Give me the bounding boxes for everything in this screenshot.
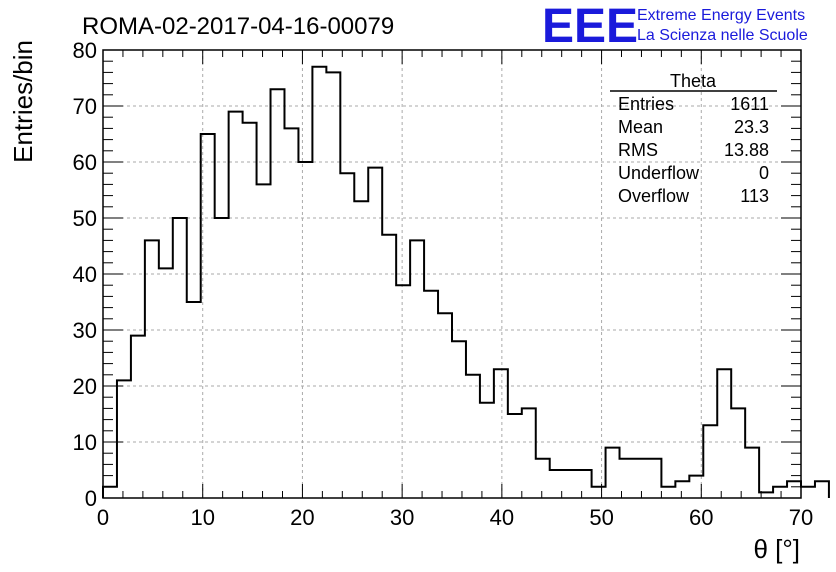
y-tick-label: 60 bbox=[73, 150, 97, 175]
histogram-bin bbox=[103, 487, 117, 498]
stats-row-value: 0 bbox=[759, 163, 769, 183]
histogram-bin bbox=[271, 89, 285, 498]
eee-logo: EEE Extreme Energy Events La Scienza nel… bbox=[542, 0, 808, 53]
x-tick-label: 0 bbox=[97, 505, 109, 530]
histogram-bin bbox=[257, 184, 271, 498]
histogram-bin bbox=[117, 380, 131, 498]
histogram-bin bbox=[592, 487, 606, 498]
histogram-bin bbox=[745, 448, 759, 498]
histogram-bin bbox=[731, 408, 745, 498]
histogram-bin bbox=[801, 487, 815, 498]
histogram-bin bbox=[787, 481, 801, 498]
x-tick-label: 30 bbox=[390, 505, 414, 530]
stats-row-label: RMS bbox=[618, 140, 658, 160]
histogram-bin bbox=[536, 459, 550, 498]
y-tick-label: 80 bbox=[73, 38, 97, 63]
histogram-bin bbox=[368, 168, 382, 498]
chart-title: ROMA-02-2017-04-16-00079 bbox=[82, 13, 394, 40]
histogram-bin bbox=[424, 291, 438, 498]
stats-row-label: Underflow bbox=[618, 163, 700, 183]
histogram-bin bbox=[564, 470, 578, 498]
histogram-bin bbox=[173, 218, 187, 498]
histogram-bin bbox=[326, 72, 340, 498]
histogram-bin bbox=[201, 134, 215, 498]
histogram-bin bbox=[229, 112, 243, 498]
x-tick-label: 10 bbox=[190, 505, 214, 530]
stats-box: Theta Entries 1611 Mean 23.3 RMS 13.88 Underfl… bbox=[610, 71, 777, 206]
x-tick-label: 20 bbox=[290, 505, 314, 530]
x-tick-label: 70 bbox=[789, 505, 813, 530]
histogram-bin bbox=[131, 336, 145, 498]
y-tick-label: 40 bbox=[73, 262, 97, 287]
histogram-bin bbox=[675, 481, 689, 498]
axis-ticks bbox=[102, 49, 802, 499]
logo-line-1: Extreme Energy Events bbox=[637, 7, 805, 24]
histogram-bin bbox=[340, 173, 354, 498]
histogram-bin bbox=[159, 268, 173, 498]
histogram-bin bbox=[578, 470, 592, 498]
y-tick-label: 70 bbox=[73, 94, 97, 119]
histogram-bin bbox=[466, 375, 480, 498]
histogram-bin bbox=[647, 459, 661, 498]
stats-row-value: 23.3 bbox=[734, 117, 769, 137]
histogram-bin bbox=[815, 481, 829, 498]
histogram-bin bbox=[396, 285, 410, 498]
histogram-bin bbox=[633, 459, 647, 498]
stats-row-value: 13.88 bbox=[724, 140, 769, 160]
histogram-bin bbox=[215, 218, 229, 498]
histogram-bin bbox=[508, 414, 522, 498]
histogram-bin bbox=[312, 67, 326, 498]
histogram-bin bbox=[522, 408, 536, 498]
y-tick-label: 20 bbox=[73, 374, 97, 399]
stats-row-label: Mean bbox=[618, 117, 663, 137]
stats-row-value: 1611 bbox=[730, 94, 769, 114]
x-tick-label: 50 bbox=[589, 505, 613, 530]
y-tick-label: 30 bbox=[73, 318, 97, 343]
stats-row-label: Overflow bbox=[618, 186, 690, 206]
histogram-bin bbox=[494, 369, 508, 498]
histogram-bin bbox=[145, 240, 159, 498]
y-tick-label: 0 bbox=[85, 486, 97, 511]
logo-line-2: La Scienza nelle Scuole bbox=[637, 27, 808, 44]
histogram-bins bbox=[103, 67, 829, 498]
y-axis-label: Entries/bin bbox=[8, 40, 38, 163]
histogram-bin bbox=[354, 201, 368, 498]
y-tick-label: 10 bbox=[73, 430, 97, 455]
x-axis-label: θ [°] bbox=[753, 534, 800, 564]
histogram-bin bbox=[284, 128, 298, 498]
histogram-bin bbox=[452, 341, 466, 498]
histogram-bin bbox=[717, 369, 731, 498]
x-tick-label: 60 bbox=[689, 505, 713, 530]
histogram-bin bbox=[382, 235, 396, 498]
stats-row-label: Entries bbox=[618, 94, 674, 114]
histogram-bin bbox=[773, 487, 787, 498]
histogram-bin bbox=[243, 123, 257, 498]
stats-row-value: 113 bbox=[740, 186, 769, 206]
x-tick-labels: 0 10 20 30 40 50 60 70 bbox=[97, 505, 813, 530]
logo-text: EEE bbox=[542, 0, 638, 53]
histogram-outline bbox=[102, 65, 830, 498]
histogram-bin bbox=[606, 448, 620, 498]
x-tick-label: 40 bbox=[490, 505, 514, 530]
y-tick-labels: 0 10 20 30 40 50 60 70 80 bbox=[73, 38, 97, 511]
histogram-bin bbox=[298, 162, 312, 498]
stats-title: Theta bbox=[670, 71, 717, 91]
histogram-bin bbox=[480, 403, 494, 498]
histogram-bin bbox=[410, 240, 424, 498]
y-tick-label: 50 bbox=[73, 206, 97, 231]
histogram-bin bbox=[703, 425, 717, 498]
histogram-bin bbox=[187, 302, 201, 498]
histogram-bin bbox=[438, 313, 452, 498]
histogram-bin bbox=[661, 487, 675, 498]
